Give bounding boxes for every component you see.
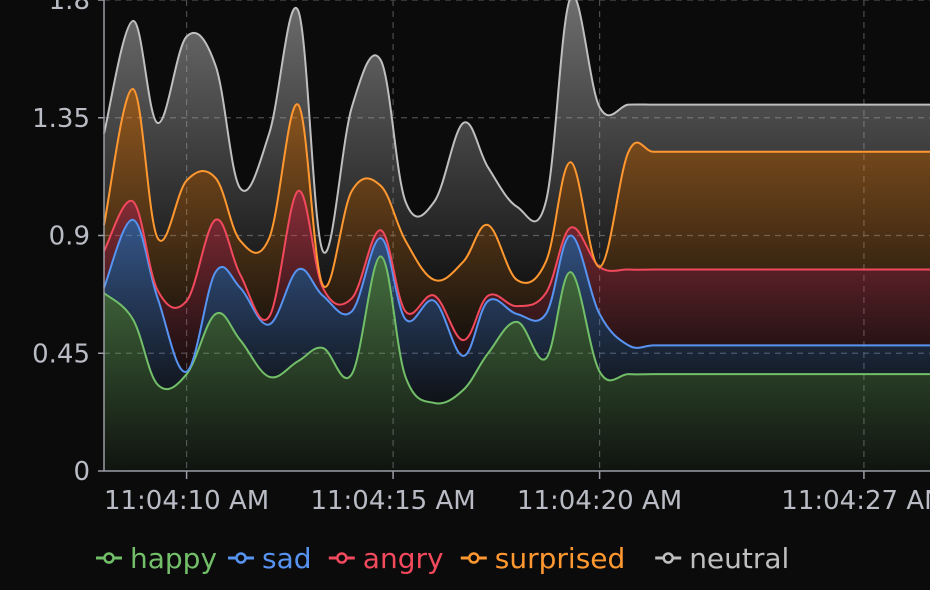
series-areas [104,0,930,471]
legend-marker [336,552,348,564]
y-tick-label: 1.35 [32,104,90,134]
area-surprised [104,88,930,341]
legend-item-neutral[interactable]: neutral [655,542,789,575]
y-axis-ticks: 0 0.45 0.9 1.35 1.8 [32,0,90,487]
legend-label: happy [130,542,217,575]
legend-marker [235,552,247,564]
legend-item-happy[interactable]: happy [96,542,217,575]
area-sad [104,219,930,404]
series-lines [103,0,930,405]
series-line-neutral [103,0,930,254]
y-tick-label: 0.9 [49,222,90,252]
legend-item-angry[interactable]: angry [328,542,444,575]
legend-label: surprised [495,542,626,575]
legend-item-sad[interactable]: sad [228,542,312,575]
legend-label: neutral [689,542,789,575]
x-tick-label: 11:04:10 AM [104,486,269,516]
legend-marker [103,552,115,564]
legend-marker [468,552,480,564]
legend-item-surprised[interactable]: surprised [460,542,626,575]
x-tick-label: 11:04:15 AM [310,486,475,516]
area-happy [104,256,930,471]
axes [98,0,930,472]
legend[interactable]: happy sad angry surprised neutral [96,542,789,575]
series-line-surprised [103,87,930,288]
x-tick-label: 11:04:27 AM [781,486,930,516]
legend-label: angry [363,542,444,575]
y-tick-label: 0 [73,457,90,487]
x-tick-label: 11:04:20 AM [517,486,682,516]
series-line-happy [103,255,930,405]
series-line-angry [103,190,930,342]
x-axis-ticks: 11:04:10 AM 11:04:15 AM 11:04:20 AM 11:04:2… [104,471,930,516]
series-line-sad [103,218,930,373]
y-tick-label: 1.8 [49,0,90,16]
y-tick-label: 0.45 [32,339,90,369]
legend-marker [662,552,674,564]
area-neutral [104,0,930,287]
legend-label: sad [262,542,312,575]
